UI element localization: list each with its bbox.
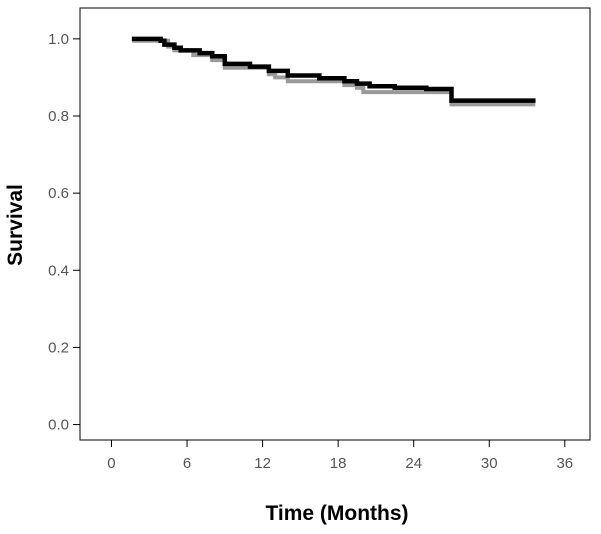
x-tick-label: 6	[183, 455, 191, 472]
survival-curves	[131, 36, 536, 107]
x-tick-label: 18	[330, 455, 347, 472]
black-survival-curve	[131, 36, 536, 103]
y-axis-title: Survival	[4, 184, 27, 266]
plot-frame	[79, 7, 591, 441]
x-tick-label: 30	[481, 455, 498, 472]
x-tick-label: 36	[556, 455, 573, 472]
x-axis-ticks: 0 6 12 18 24 30 36	[107, 440, 573, 472]
x-tick-label: 12	[254, 455, 271, 472]
x-axis-title: Time (Months)	[265, 502, 408, 525]
y-tick-label: 0.0	[48, 417, 69, 434]
x-tick-label: 24	[405, 455, 422, 472]
x-tick-label: 0	[107, 455, 115, 472]
y-axis-ticks: 0.0 0.2 0.4 0.6 0.8 1.0	[48, 31, 80, 434]
y-tick-label: 0.4	[48, 262, 69, 279]
y-tick-label: 0.8	[48, 108, 69, 125]
y-tick-label: 0.6	[48, 185, 69, 202]
y-tick-label: 0.2	[48, 339, 69, 356]
y-tick-label: 1.0	[48, 31, 69, 48]
